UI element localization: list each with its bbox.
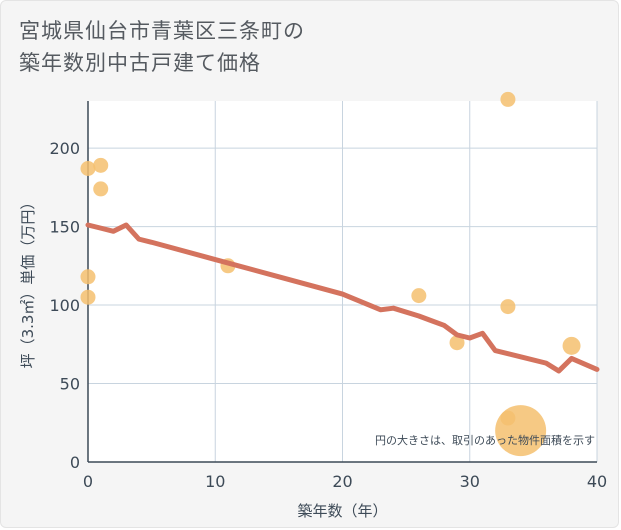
y-tick-label: 50 [60,375,80,394]
axis-ticks: 0 10 20 30 40 0 50 100 150 200 [49,139,607,491]
x-tick-label: 20 [332,472,352,491]
trend-line [85,222,600,374]
chart-title-line-2: 築年数別中古戸建て価格 [19,51,261,75]
size-note: 円の大きさは、取引のあった物件面積を示す [375,433,595,447]
data-point [500,91,516,107]
y-axis-label: 坪（3.3㎡）単価（万円） [19,195,37,369]
data-point [80,269,96,285]
x-tick-label: 10 [205,472,225,491]
data-point [411,288,427,304]
scatter-points [80,91,581,457]
y-tick-label: 0 [70,453,80,472]
data-point [449,335,465,351]
y-tick-label: 200 [49,139,80,158]
x-tick-label: 30 [460,472,480,491]
data-point [500,299,516,315]
data-point [93,181,109,197]
data-point [495,405,547,457]
data-point [80,160,96,176]
y-tick-label: 100 [49,296,80,315]
data-point [562,336,581,355]
chart-title-line-1: 宮城県仙台市青葉区三条町の [19,19,305,43]
x-axis-label: 築年数（年） [297,502,387,520]
data-point [93,157,109,173]
chart-title: 宮城県仙台市青葉区三条町の 築年数別中古戸建て価格 [19,15,305,79]
x-tick-label: 0 [83,472,93,491]
x-tick-label: 40 [587,472,607,491]
data-point [80,289,96,305]
y-tick-label: 150 [49,218,80,237]
